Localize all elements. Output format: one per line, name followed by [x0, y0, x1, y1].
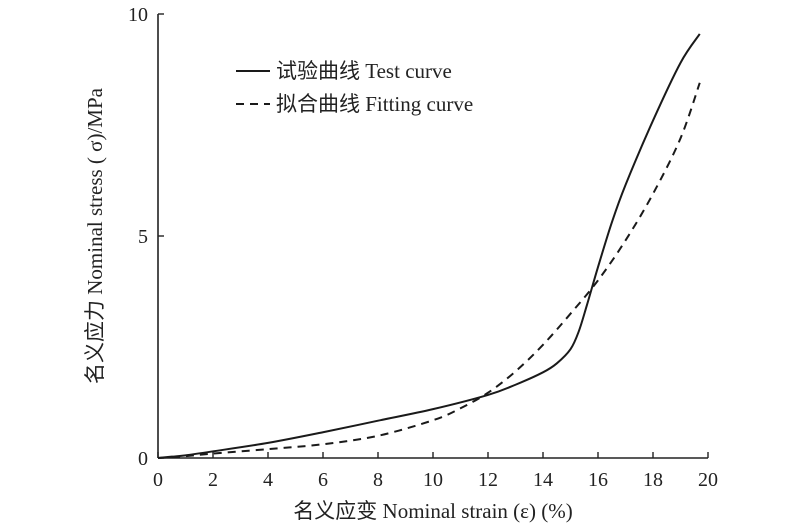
y-tick-label: 5 — [138, 226, 148, 248]
series-lines — [157, 33, 701, 459]
x-tick-label: 0 — [153, 469, 163, 491]
x-tick-label: 20 — [698, 469, 718, 491]
y-tick-label: 10 — [128, 4, 148, 26]
ticks: 0 2 4 6 8 10 12 14 16 18 20 0 5 10 — [128, 4, 718, 491]
x-tick-label: 18 — [643, 469, 663, 491]
x-tick-label: 8 — [373, 469, 383, 491]
y-tick-label: 0 — [138, 448, 148, 470]
x-tick-label: 6 — [318, 469, 328, 491]
x-axis-title: 名义应变 Nominal strain (ε) (%) — [293, 499, 572, 523]
x-tick-label: 16 — [588, 469, 608, 491]
legend-label-fitting-curve: 拟合曲线 Fitting curve — [276, 92, 473, 116]
legend-label-test-curve: 试验曲线 Test curve — [276, 59, 452, 83]
y-axis-title: 名义应力 Nominal stress ( σ)/MPa — [83, 87, 107, 384]
x-tick-label: 2 — [208, 469, 218, 491]
x-tick-label: 12 — [478, 469, 498, 491]
x-tick-label: 14 — [533, 469, 553, 491]
legend: 试验曲线 Test curve 拟合曲线 Fitting curve — [236, 59, 473, 116]
x-tick-label: 4 — [263, 469, 273, 491]
series-line-fitting-curve — [157, 82, 701, 459]
series-line-test-curve — [157, 33, 701, 459]
x-tick-label: 10 — [423, 469, 443, 491]
